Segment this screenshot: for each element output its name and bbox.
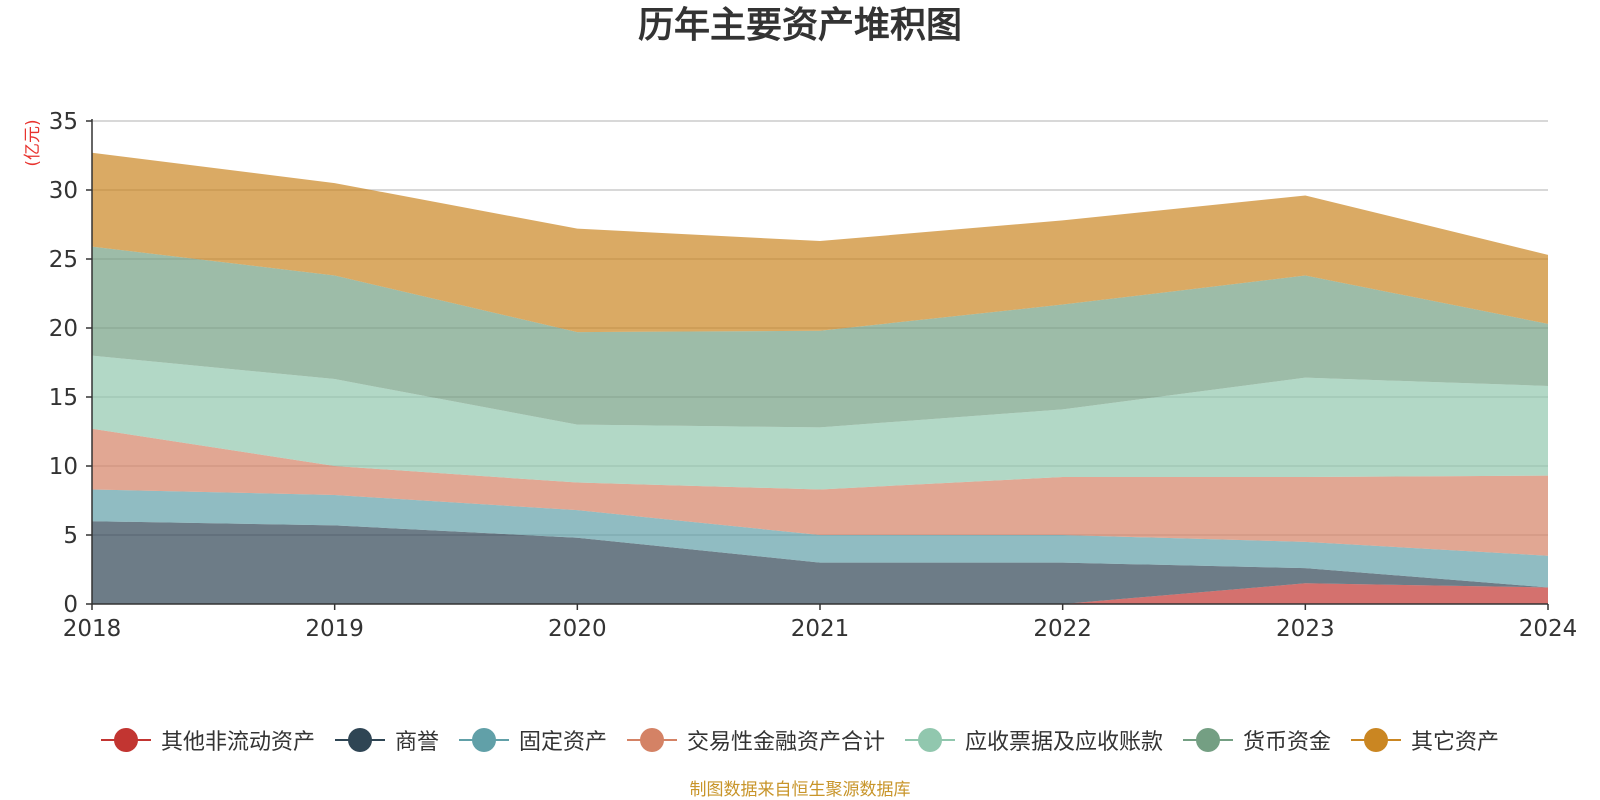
area-series-2[interactable] bbox=[92, 489, 1548, 588]
legend-label: 商誉 bbox=[394, 730, 439, 755]
legend-item-1[interactable]: 商誉 bbox=[334, 724, 439, 756]
legend-item-6[interactable]: 其它资产 bbox=[1351, 724, 1499, 756]
x-tick-label: 2021 bbox=[791, 616, 850, 642]
area-series-group bbox=[92, 152, 1548, 604]
x-tick-label: 2022 bbox=[1033, 616, 1092, 642]
y-tick-label: 30 bbox=[49, 178, 78, 204]
y-tick-label: 25 bbox=[49, 247, 78, 273]
legend-marker-icon bbox=[334, 728, 385, 752]
y-axis-unit-label: (亿元) bbox=[23, 119, 43, 166]
legend-item-0[interactable]: 其他非流动资产 bbox=[100, 724, 315, 756]
legend-label: 应收票据及应收账款 bbox=[965, 730, 1164, 755]
legend-item-3[interactable]: 交易性金融资产合计 bbox=[626, 724, 885, 756]
legend-marker-icon bbox=[1351, 728, 1402, 752]
legend-label: 固定资产 bbox=[518, 730, 607, 755]
area-series-6[interactable] bbox=[92, 152, 1548, 333]
y-tick-label: 5 bbox=[63, 523, 78, 549]
legend-label: 其他非流动资产 bbox=[160, 730, 315, 755]
legend-marker-icon bbox=[458, 728, 509, 752]
legend-marker-icon bbox=[626, 728, 677, 752]
x-tick-label: 2018 bbox=[63, 616, 122, 642]
legend-marker-icon bbox=[100, 728, 151, 752]
legend-item-4[interactable]: 应收票据及应收账款 bbox=[905, 724, 1163, 756]
legend-item-5[interactable]: 货币资金 bbox=[1183, 724, 1331, 756]
area-series-5[interactable] bbox=[92, 246, 1548, 428]
legend-marker-icon bbox=[1183, 728, 1234, 752]
y-tick-label: 20 bbox=[49, 316, 78, 342]
legend-item-2[interactable]: 固定资产 bbox=[458, 724, 607, 756]
x-tick-label: 2020 bbox=[548, 616, 607, 642]
x-tick-label: 2019 bbox=[305, 616, 364, 642]
y-tick-label: 0 bbox=[63, 592, 78, 618]
area-series-0[interactable] bbox=[92, 583, 1548, 604]
x-tick-label: 2023 bbox=[1276, 616, 1335, 642]
x-tick-label: 2024 bbox=[1519, 616, 1578, 642]
legend-label: 货币资金 bbox=[1243, 730, 1332, 755]
legend: 其他非流动资产 商誉 固定资产 交易性金融资产合计 应收票据及应收账款 货币资金 其它资产 bbox=[0, 722, 1600, 758]
area-series-4[interactable] bbox=[92, 355, 1548, 490]
legend-label: 交易性金融资产合计 bbox=[686, 730, 885, 755]
y-tick-label: 15 bbox=[49, 385, 78, 411]
y-tick-label: 10 bbox=[49, 454, 78, 480]
area-series-3[interactable] bbox=[92, 428, 1548, 556]
chart-title: 历年主要资产堆积图 bbox=[637, 5, 962, 46]
source-note: 制图数据来自恒生聚源数据库 bbox=[689, 780, 911, 800]
legend-label: 其它资产 bbox=[1411, 730, 1500, 755]
legend-marker-icon bbox=[905, 728, 955, 752]
axes: 0 5 10 15 20 25 30 35 2018 2019 2020 2021 2022 2023 20… bbox=[49, 109, 1578, 642]
y-tick-label: 35 bbox=[49, 109, 78, 135]
